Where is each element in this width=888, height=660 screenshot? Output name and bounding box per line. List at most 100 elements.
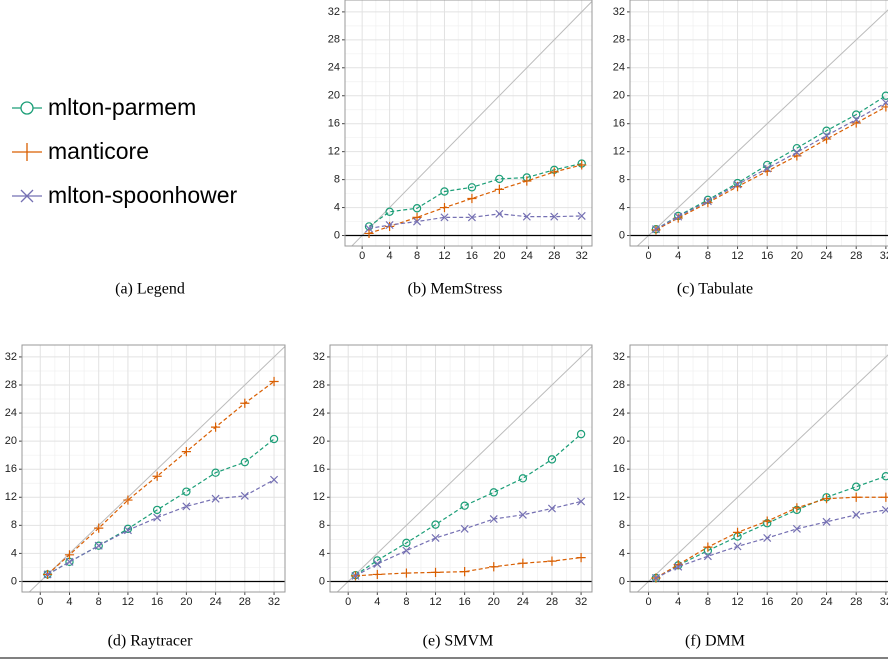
marker (240, 398, 250, 408)
marker (881, 102, 888, 112)
y-tick-label: 16 (613, 118, 625, 130)
marker (43, 570, 52, 579)
marker (522, 176, 532, 186)
x-tick-label: 32 (880, 250, 888, 262)
y-tick-label: 4 (619, 547, 625, 559)
panel (330, 345, 592, 592)
y-tick-label: 32 (328, 6, 340, 18)
y-tick-label: 8 (619, 174, 625, 186)
marker (489, 488, 498, 497)
marker (123, 526, 132, 535)
x-tick-label: 0 (359, 250, 365, 262)
marker (518, 510, 527, 519)
marker (732, 181, 743, 192)
panel (630, 345, 888, 592)
panel-caption: (b) MemStress (408, 281, 503, 298)
x-tick-label: 8 (705, 596, 711, 608)
marker (240, 491, 249, 500)
marker (412, 204, 422, 213)
marker (467, 193, 477, 204)
x-tick-label: 0 (645, 250, 651, 262)
x-tick-label: 28 (850, 250, 862, 262)
marker (792, 503, 802, 513)
x-tick-label: 20 (488, 596, 500, 608)
marker (152, 471, 162, 481)
marker (467, 183, 477, 192)
x-tick-label: 4 (374, 596, 380, 608)
legend-marker (20, 101, 34, 115)
legend-label: mlton-spoonhower (48, 182, 238, 208)
marker (385, 221, 394, 230)
y-tick-label: 8 (11, 519, 17, 531)
marker (547, 556, 557, 566)
marker (211, 468, 220, 477)
x-tick-label: 16 (761, 250, 773, 262)
y-tick-label: 20 (5, 435, 17, 447)
panel-caption: (d) Raytracer (108, 633, 194, 650)
marker (881, 505, 888, 514)
marker (351, 571, 360, 580)
marker (153, 513, 162, 522)
marker (495, 174, 504, 184)
series-line (368, 162, 582, 227)
marker (733, 180, 742, 189)
y-tick-label: 24 (613, 407, 625, 419)
plot-bg (330, 345, 592, 592)
marker (547, 504, 556, 513)
marker (763, 164, 772, 173)
y-tick-label: 32 (613, 351, 625, 363)
y-tick-label: 0 (334, 229, 340, 241)
marker (152, 505, 162, 515)
series-line (47, 381, 275, 575)
marker (792, 524, 801, 533)
marker (211, 494, 220, 503)
panel-caption: (e) SMVM (423, 633, 494, 650)
marker (489, 514, 498, 524)
marker (852, 510, 861, 519)
plot-bg (345, 0, 592, 246)
y-tick-label: 16 (328, 118, 340, 130)
plot-frame (629, 0, 888, 247)
marker (431, 520, 440, 529)
marker (385, 207, 394, 216)
y-tick-label: 4 (334, 201, 340, 213)
marker (373, 559, 382, 568)
x-tick-label: 24 (521, 250, 533, 262)
plot-frame (629, 344, 888, 593)
marker (440, 213, 449, 222)
marker (674, 562, 683, 571)
marker (550, 212, 559, 221)
marker (822, 126, 831, 135)
y-tick-label: 0 (619, 229, 625, 241)
marker (547, 455, 557, 464)
marker (651, 225, 660, 234)
ideal-line (637, 9, 888, 246)
marker (851, 492, 861, 502)
marker (792, 148, 801, 157)
y-tick-label: 12 (328, 146, 340, 158)
x-tick-label: 20 (493, 250, 505, 262)
plot-frame (21, 344, 286, 593)
marker (852, 115, 861, 124)
x-tick-label: 12 (731, 250, 743, 262)
y-tick-label: 20 (328, 90, 340, 102)
marker (431, 533, 440, 542)
y-tick-label: 28 (328, 34, 340, 46)
ideal-line (28, 345, 285, 592)
legend-label: manticore (48, 138, 149, 164)
marker (703, 542, 713, 552)
marker (674, 212, 683, 221)
ideal-line (637, 354, 888, 592)
marker (577, 160, 587, 170)
marker (402, 538, 411, 548)
marker (460, 524, 469, 533)
plot-bg (22, 345, 285, 592)
marker (821, 494, 832, 504)
ideal-line (351, 0, 592, 246)
x-tick-label: 28 (239, 596, 251, 608)
marker (733, 542, 742, 551)
marker (703, 197, 712, 206)
x-tick-label: 12 (122, 596, 134, 608)
marker (384, 221, 395, 232)
